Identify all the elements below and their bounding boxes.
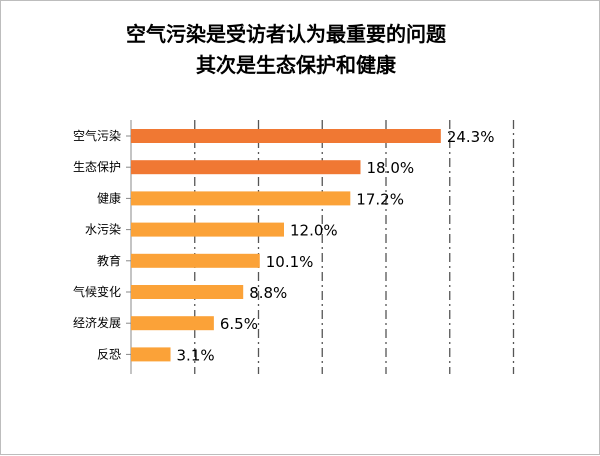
- bar-6: [131, 285, 244, 299]
- value-label: 3.1%: [177, 346, 215, 364]
- chart-title-line1: 空气污染是受访者认为最重要的问题: [126, 22, 446, 46]
- category-label: 气候变化: [73, 284, 121, 299]
- category-label: 教育: [97, 253, 121, 268]
- value-label: 24.3%: [447, 128, 495, 146]
- value-label: 8.8%: [249, 284, 287, 302]
- chart-title-line2: 其次是生态保护和健康: [196, 53, 396, 77]
- value-label: 12.0%: [290, 222, 338, 240]
- bar-5: [131, 253, 260, 268]
- value-label: 18.0%: [367, 159, 415, 177]
- category-label: 反恐: [97, 347, 121, 361]
- bar-8: [131, 347, 171, 362]
- bar-1: [131, 129, 441, 143]
- category-label: 健康: [97, 190, 121, 205]
- bar-3: [131, 191, 351, 206]
- value-label: 17.2%: [356, 190, 404, 208]
- category-label: 水污染: [85, 222, 121, 237]
- chart-title: 空气污染是受访者认为最重要的问题 其次是生态保护和健康: [1, 19, 600, 81]
- bar-7: [131, 316, 214, 331]
- category-label: 空气污染: [73, 128, 121, 143]
- value-label: 10.1%: [266, 253, 314, 271]
- value-label: 6.5%: [220, 315, 258, 333]
- bar-4: [131, 222, 284, 237]
- category-label: 经济发展: [73, 315, 121, 330]
- category-label: 生态保护: [73, 160, 121, 174]
- bar-2: [131, 160, 361, 175]
